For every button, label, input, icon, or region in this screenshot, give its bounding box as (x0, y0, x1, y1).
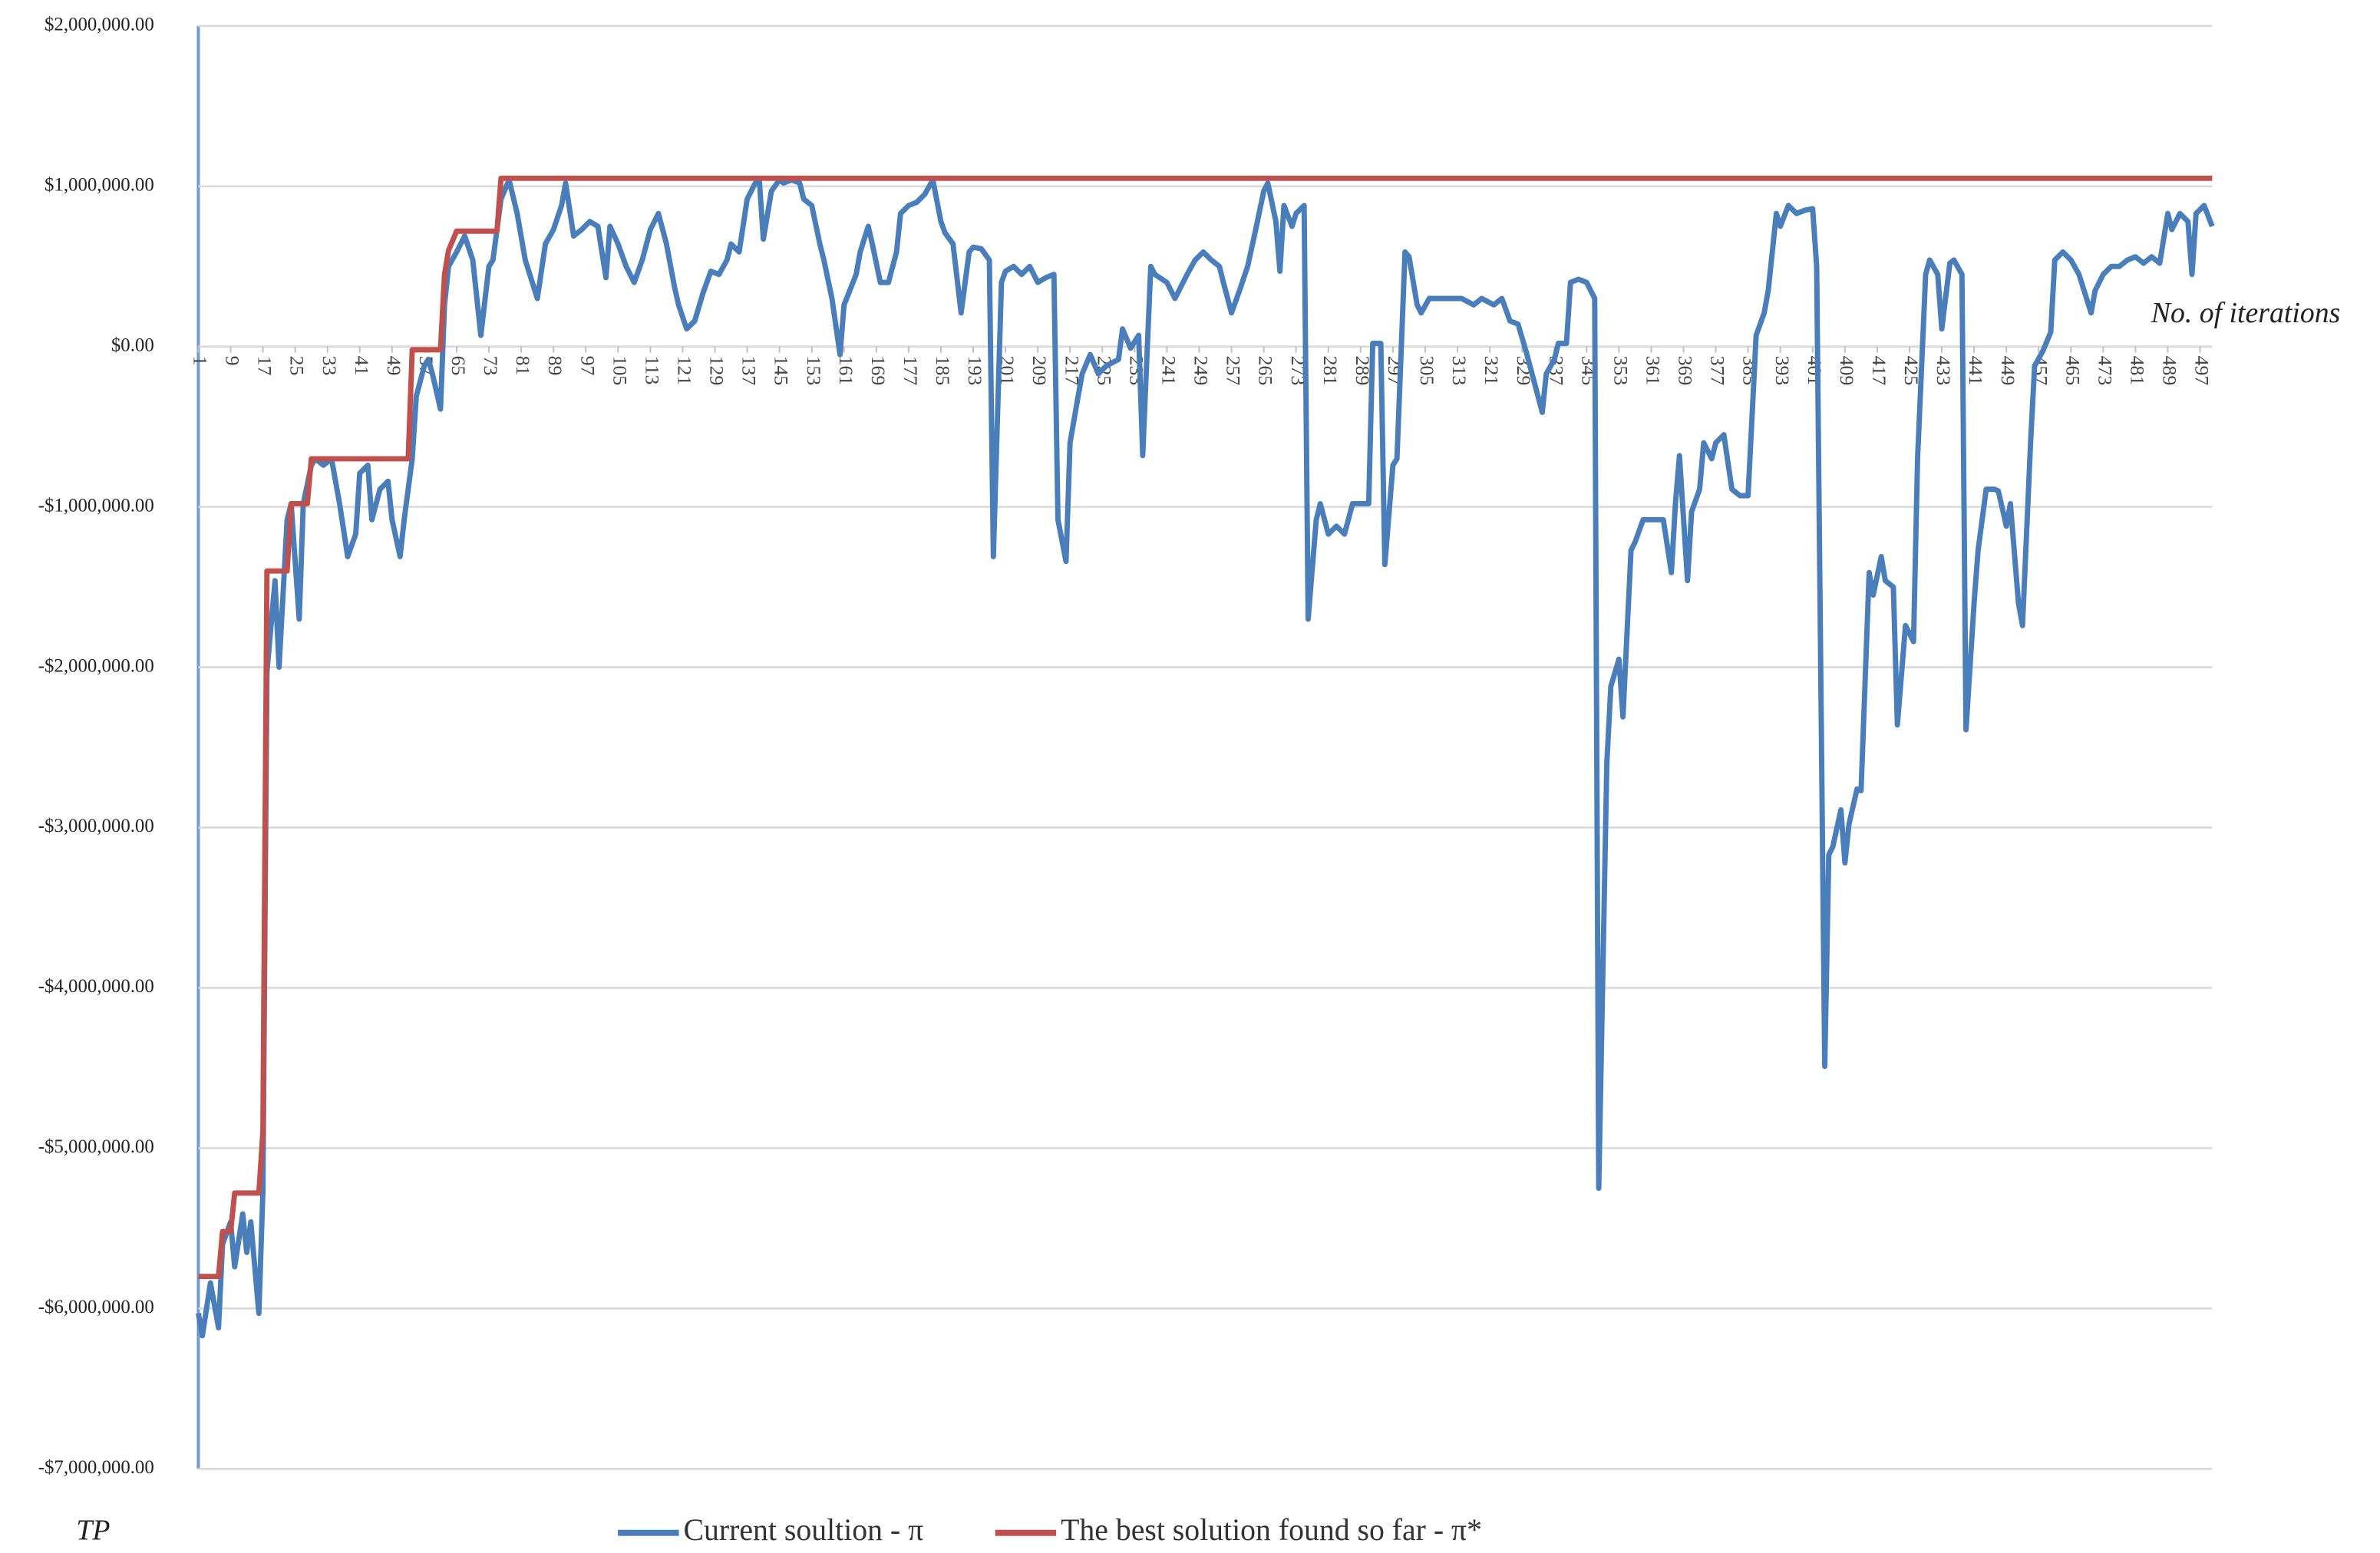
y-tick-label: -$7,000,000.00 (38, 1457, 154, 1478)
x-tick-label: 41 (351, 356, 373, 376)
x-tick-label: 89 (544, 356, 566, 376)
x-tick-label: 193 (964, 356, 986, 386)
x-tick-label: 321 (1480, 356, 1503, 386)
x-axis-label: No. of iterations (2151, 297, 2340, 329)
x-tick-label: 313 (1448, 356, 1471, 386)
y-tick-label: -$6,000,000.00 (38, 1297, 154, 1317)
legend-label: The best solution found so far - π* (1061, 1513, 1482, 1547)
x-tick-label: 305 (1416, 356, 1438, 386)
x-tick-label: 129 (706, 356, 728, 386)
x-tick-label: 369 (1675, 356, 1697, 386)
x-tick-label: 145 (771, 356, 793, 386)
x-tick-label: 465 (2061, 356, 2084, 386)
series-line (198, 175, 2213, 1280)
x-tick-label: 433 (1933, 356, 1955, 386)
x-tick-label: 473 (2094, 356, 2116, 386)
x-tick-label: 401 (1804, 356, 1826, 386)
x-tick-label: 385 (1739, 356, 1761, 386)
x-tick-label: 33 (319, 356, 341, 376)
y-axis-label: TP (76, 1514, 110, 1546)
x-tick-label: 17 (254, 356, 276, 376)
x-tick-label: 177 (900, 356, 922, 386)
x-tick-label: 9 (222, 356, 244, 366)
x-tick-label: 265 (1255, 356, 1277, 386)
x-tick-label: 65 (447, 356, 470, 376)
x-tick-label: 281 (1319, 356, 1342, 386)
x-tick-label: 105 (609, 356, 631, 386)
x-tick-label: 249 (1190, 356, 1213, 386)
y-tick-label: $1,000,000.00 (45, 174, 154, 195)
x-tick-label: 257 (1223, 356, 1245, 386)
x-tick-label: 25 (286, 356, 309, 376)
x-tick-label: 497 (2191, 356, 2213, 386)
x-tick-label: 169 (867, 356, 890, 386)
x-tick-label: 481 (2126, 356, 2148, 386)
x-tick-label: 185 (932, 356, 954, 386)
x-tick-label: 1 (189, 356, 211, 366)
series-line (195, 176, 2215, 1339)
x-tick-label: 113 (641, 356, 663, 385)
y-tick-label: -$4,000,000.00 (38, 976, 154, 997)
x-tick-label: 49 (383, 356, 405, 376)
y-tick-label: -$2,000,000.00 (38, 655, 154, 676)
x-tick-label: 353 (1609, 356, 1632, 386)
x-tick-label: 449 (1997, 356, 2019, 386)
x-tick-label: 441 (1965, 356, 1987, 386)
x-tick-label: 137 (738, 356, 761, 386)
x-tick-label: 153 (803, 356, 825, 386)
x-tick-label: 121 (673, 356, 695, 386)
y-tick-label: -$5,000,000.00 (38, 1136, 154, 1157)
y-tick-label: $2,000,000.00 (45, 14, 154, 35)
x-tick-label: 377 (1707, 356, 1729, 386)
y-tick-label: $0.00 (111, 335, 154, 355)
legend-label: Current soultion - π (684, 1513, 924, 1547)
x-tick-label: 81 (512, 356, 534, 376)
x-tick-label: 241 (1157, 356, 1180, 386)
x-tick-label: 361 (1642, 356, 1664, 386)
x-tick-label: 97 (576, 356, 599, 376)
x-tick-label: 393 (1771, 356, 1794, 386)
x-tick-label: 209 (1028, 356, 1051, 386)
x-tick-label: 489 (2159, 356, 2181, 386)
x-tick-label: 409 (1836, 356, 1858, 386)
x-tick-label: 73 (480, 356, 502, 376)
x-tick-label: 417 (1868, 356, 1890, 386)
x-tick-label: 161 (835, 356, 857, 386)
y-tick-label: -$3,000,000.00 (38, 816, 154, 836)
y-tick-label: -$1,000,000.00 (38, 495, 154, 516)
